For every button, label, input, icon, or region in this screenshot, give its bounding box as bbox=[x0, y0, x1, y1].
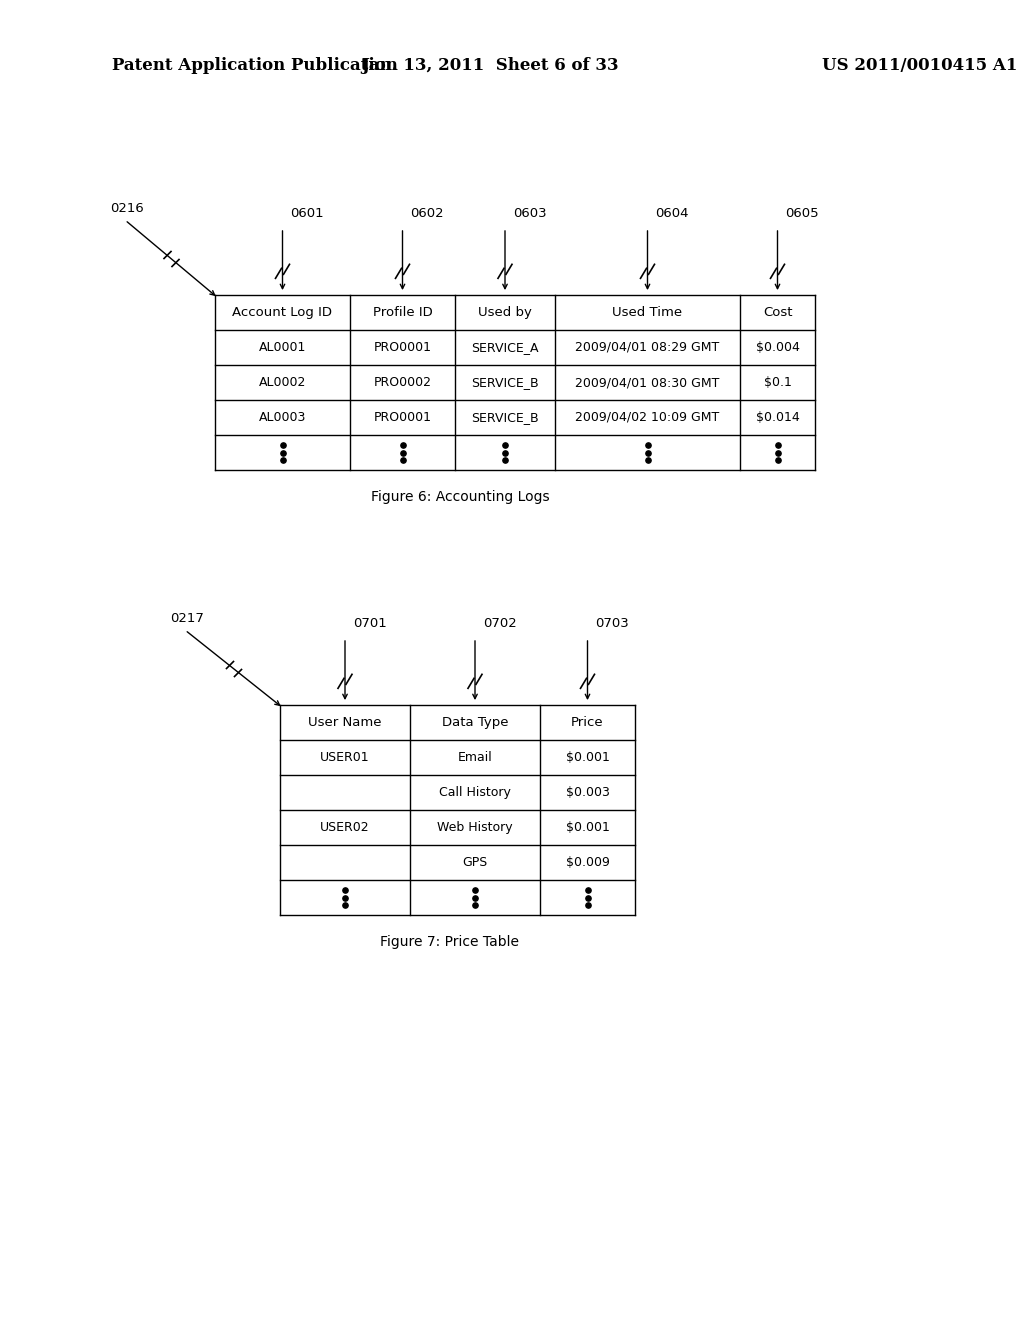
Text: AL0001: AL0001 bbox=[259, 341, 306, 354]
Text: SERVICE_A: SERVICE_A bbox=[471, 341, 539, 354]
Text: Profile ID: Profile ID bbox=[373, 306, 432, 319]
Text: User Name: User Name bbox=[308, 715, 382, 729]
Text: Figure 6: Accounting Logs: Figure 6: Accounting Logs bbox=[371, 490, 549, 504]
Text: $0.1: $0.1 bbox=[764, 376, 792, 389]
Text: Web History: Web History bbox=[437, 821, 513, 834]
Text: 0601: 0601 bbox=[291, 207, 325, 220]
Text: PRO0001: PRO0001 bbox=[374, 411, 431, 424]
Text: SERVICE_B: SERVICE_B bbox=[471, 376, 539, 389]
Text: $0.004: $0.004 bbox=[756, 341, 800, 354]
Text: 0703: 0703 bbox=[596, 616, 630, 630]
Text: USER01: USER01 bbox=[321, 751, 370, 764]
Text: Cost: Cost bbox=[763, 306, 793, 319]
Text: Patent Application Publication: Patent Application Publication bbox=[112, 57, 398, 74]
Text: 0605: 0605 bbox=[785, 207, 819, 220]
Text: Used by: Used by bbox=[478, 306, 531, 319]
Text: Price: Price bbox=[571, 715, 604, 729]
Text: 0702: 0702 bbox=[483, 616, 517, 630]
Text: Jan. 13, 2011  Sheet 6 of 33: Jan. 13, 2011 Sheet 6 of 33 bbox=[361, 57, 618, 74]
Text: PRO0001: PRO0001 bbox=[374, 341, 431, 354]
Text: 0217: 0217 bbox=[170, 612, 204, 624]
Text: $0.003: $0.003 bbox=[565, 785, 609, 799]
Text: $0.014: $0.014 bbox=[756, 411, 800, 424]
Text: 0602: 0602 bbox=[411, 207, 444, 220]
Text: 0216: 0216 bbox=[110, 202, 143, 215]
Text: AL0002: AL0002 bbox=[259, 376, 306, 389]
Text: $0.001: $0.001 bbox=[565, 821, 609, 834]
Text: 2009/04/01 08:30 GMT: 2009/04/01 08:30 GMT bbox=[575, 376, 720, 389]
Text: PRO0002: PRO0002 bbox=[374, 376, 431, 389]
Text: US 2011/0010415 A1: US 2011/0010415 A1 bbox=[822, 57, 1018, 74]
Text: 0701: 0701 bbox=[353, 616, 387, 630]
Text: 2009/04/02 10:09 GMT: 2009/04/02 10:09 GMT bbox=[575, 411, 720, 424]
Text: AL0003: AL0003 bbox=[259, 411, 306, 424]
Text: GPS: GPS bbox=[463, 855, 487, 869]
Text: 2009/04/01 08:29 GMT: 2009/04/01 08:29 GMT bbox=[575, 341, 720, 354]
Text: USER02: USER02 bbox=[321, 821, 370, 834]
Text: Call History: Call History bbox=[439, 785, 511, 799]
Text: Data Type: Data Type bbox=[441, 715, 508, 729]
Text: $0.009: $0.009 bbox=[565, 855, 609, 869]
Text: Account Log ID: Account Log ID bbox=[232, 306, 333, 319]
Text: SERVICE_B: SERVICE_B bbox=[471, 411, 539, 424]
Text: Email: Email bbox=[458, 751, 493, 764]
Text: $0.001: $0.001 bbox=[565, 751, 609, 764]
Text: 0604: 0604 bbox=[655, 207, 689, 220]
Text: Used Time: Used Time bbox=[612, 306, 683, 319]
Text: 0603: 0603 bbox=[513, 207, 547, 220]
Text: Figure 7: Price Table: Figure 7: Price Table bbox=[381, 935, 519, 949]
